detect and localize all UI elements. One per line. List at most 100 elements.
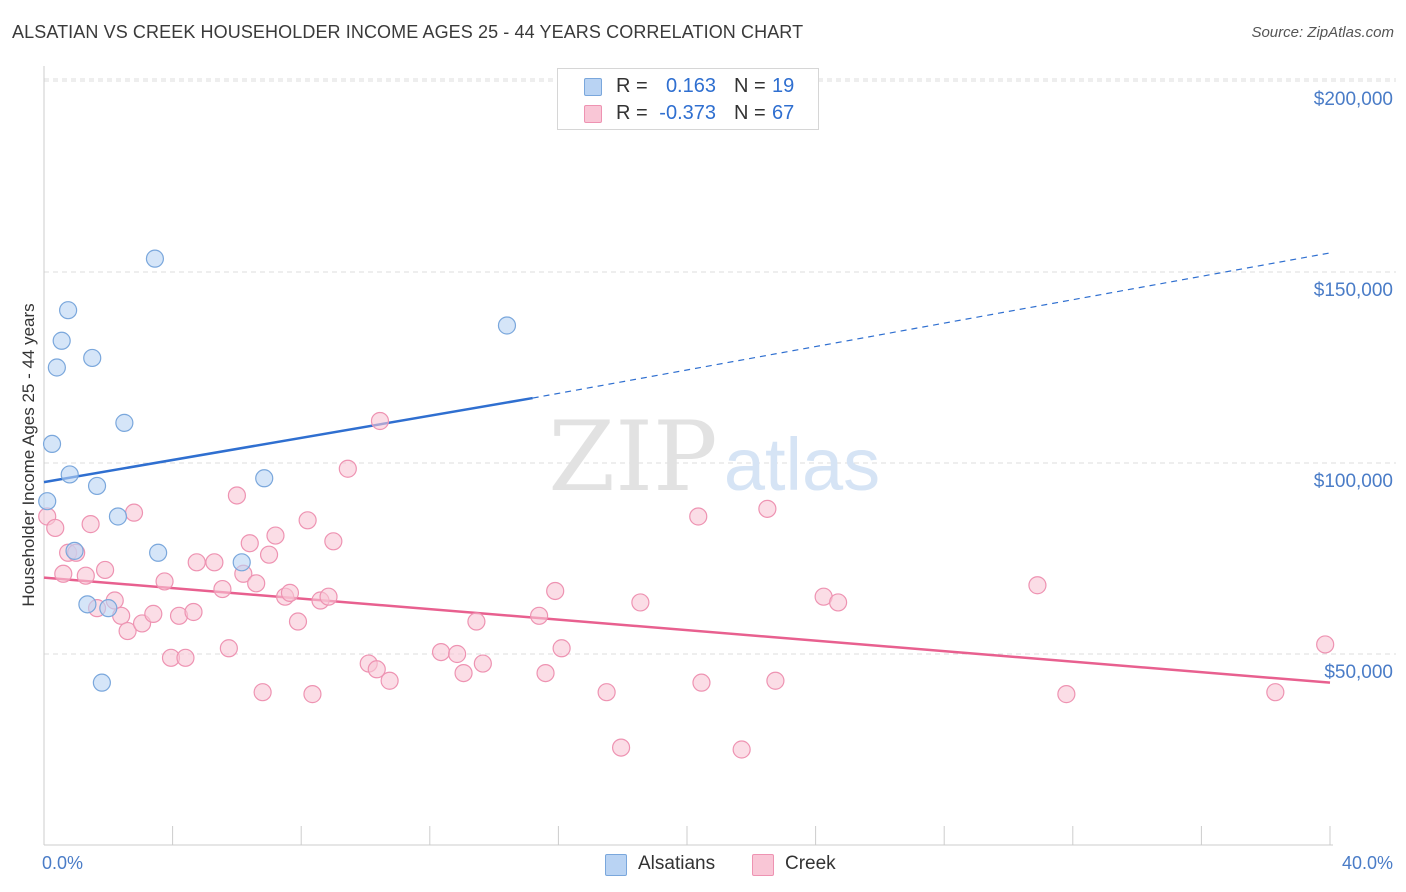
creek-point bbox=[319, 587, 338, 606]
creek-point bbox=[692, 673, 711, 692]
creek-point bbox=[124, 503, 144, 522]
legend-swatch-alsatians bbox=[584, 78, 602, 96]
creek-point bbox=[46, 518, 65, 538]
creek-point bbox=[213, 579, 232, 599]
legend-label-creek: Creek bbox=[785, 853, 836, 874]
creek-point bbox=[298, 511, 317, 530]
creek-point bbox=[552, 639, 571, 658]
alsatian-point bbox=[108, 507, 128, 526]
creek-point bbox=[205, 553, 224, 572]
creek-point bbox=[467, 612, 486, 631]
y-tick-label: $50,000 bbox=[1324, 662, 1393, 683]
creek-point bbox=[732, 740, 751, 759]
y-tick-label: $200,000 bbox=[1314, 89, 1393, 110]
trend-lines bbox=[43, 252, 1331, 684]
creek-point bbox=[1057, 685, 1076, 704]
alsatian-point bbox=[255, 469, 274, 488]
creek-point bbox=[95, 560, 115, 580]
creek-point bbox=[1028, 576, 1047, 595]
y-tick-label: $150,000 bbox=[1314, 280, 1393, 301]
creek-point bbox=[367, 660, 386, 679]
creek-point bbox=[380, 671, 399, 690]
alsatian-point bbox=[78, 595, 97, 614]
creek-point bbox=[448, 644, 467, 664]
watermark: ZIP atlas bbox=[548, 401, 880, 513]
legend-n-value: 67 bbox=[772, 102, 795, 124]
creek-point bbox=[829, 593, 848, 612]
creek-point bbox=[240, 534, 259, 553]
creek-point bbox=[689, 507, 708, 526]
creek-point bbox=[266, 526, 285, 545]
alsatian-point bbox=[52, 331, 71, 350]
creek-point bbox=[184, 602, 203, 622]
creek-point bbox=[54, 564, 73, 583]
alsatian-point bbox=[47, 358, 66, 377]
creek-point bbox=[253, 683, 272, 702]
creek-point bbox=[766, 671, 785, 690]
correlation-legend: R = 0.163 N = 19 R = -0.373 N = 67 bbox=[557, 68, 819, 130]
legend-swatch-alsatians bbox=[605, 854, 627, 876]
creek-point bbox=[303, 685, 322, 704]
chart-title: ALSATIAN VS CREEK HOUSEHOLDER INCOME AGE… bbox=[12, 22, 804, 42]
alsatian-point bbox=[115, 413, 134, 432]
creek-point bbox=[76, 566, 95, 585]
alsatian-point bbox=[232, 553, 251, 572]
alsatian-point bbox=[87, 476, 107, 496]
legend-swatch-creek bbox=[584, 105, 602, 123]
alsatian-point bbox=[99, 599, 118, 618]
alsatian-point bbox=[65, 541, 84, 560]
creek-point bbox=[758, 499, 777, 518]
creek-point bbox=[473, 654, 492, 673]
legend-n-value: 19 bbox=[772, 75, 795, 97]
legend-row-creek: R = -0.373 N = 67 bbox=[558, 100, 818, 127]
y-axis-label: Householder Income Ages 25 - 44 years bbox=[19, 303, 38, 607]
creek-point bbox=[338, 459, 357, 478]
legend-r-label: R = bbox=[616, 75, 648, 97]
series-legend: Alsatians Creek bbox=[0, 851, 1406, 879]
creek-point bbox=[324, 532, 343, 551]
x-tick-label: 0.0% bbox=[42, 853, 83, 873]
creek-point bbox=[118, 621, 137, 641]
legend-n-label: N = bbox=[734, 75, 766, 97]
creek-point bbox=[536, 663, 555, 683]
y-tick-label: $100,000 bbox=[1314, 471, 1393, 492]
creek-point bbox=[288, 612, 308, 631]
watermark-zip: ZIP bbox=[548, 401, 717, 513]
axes bbox=[43, 66, 1333, 846]
creek-point bbox=[259, 545, 279, 564]
legend-r-label: R = bbox=[616, 102, 648, 124]
creek-point bbox=[431, 642, 451, 662]
legend-n-label: N = bbox=[734, 102, 766, 124]
data-points bbox=[38, 249, 1335, 759]
creek-point bbox=[227, 486, 246, 505]
legend-r-value: -0.373 bbox=[659, 102, 716, 124]
alsatian-point bbox=[92, 673, 111, 692]
creek-point bbox=[530, 606, 549, 625]
source-label: Source: ZipAtlas.com bbox=[1251, 24, 1394, 41]
alsatian-point bbox=[42, 434, 62, 453]
legend-swatch-creek bbox=[752, 854, 774, 876]
legend-label-alsatians: Alsatians bbox=[638, 853, 716, 874]
creek-point bbox=[81, 515, 100, 534]
creek-point bbox=[597, 683, 616, 702]
alsatian-point bbox=[59, 301, 78, 320]
creek-point bbox=[546, 581, 565, 601]
legend-row-alsatians: R = 0.163 N = 19 bbox=[558, 73, 818, 100]
creek-point bbox=[631, 593, 650, 612]
creek-point bbox=[611, 738, 631, 757]
alsatian-point bbox=[83, 348, 102, 368]
alsatian-point bbox=[149, 543, 168, 562]
tick-labels: $50,000 $100,000 $150,000 $200,000 0.0% 40.0% bbox=[42, 89, 1393, 873]
alsatian-point bbox=[60, 465, 79, 484]
creek-point bbox=[144, 604, 163, 623]
x-tick-label: 40.0% bbox=[1342, 853, 1393, 873]
alsatian-point bbox=[145, 249, 165, 268]
legend-r-value: 0.163 bbox=[665, 75, 716, 97]
creek-point bbox=[247, 574, 266, 593]
watermark-atlas: atlas bbox=[724, 423, 880, 506]
creek-point bbox=[454, 663, 473, 683]
creek-point bbox=[1266, 683, 1285, 702]
alsatian-point bbox=[497, 316, 517, 335]
creek-point bbox=[280, 583, 300, 602]
